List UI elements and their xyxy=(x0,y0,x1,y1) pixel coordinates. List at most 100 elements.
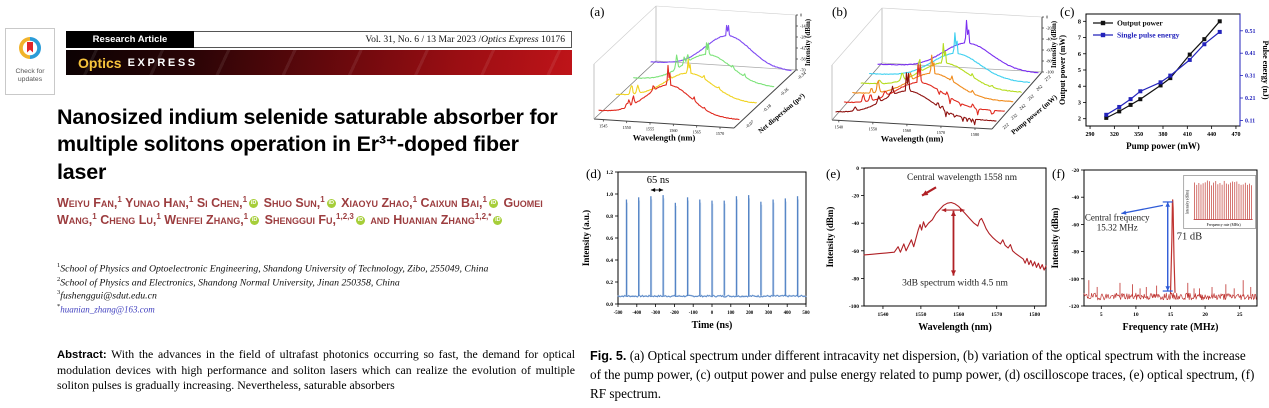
svg-text:1550: 1550 xyxy=(869,126,877,131)
author: Shenggui Fu,1,2,3 iD xyxy=(264,211,365,228)
svg-text:4: 4 xyxy=(1078,83,1081,90)
crossmark-icon xyxy=(19,37,41,59)
y-axis-right-label: Pulse energy (nJ) xyxy=(1261,40,1269,99)
svg-text:252: 252 xyxy=(1027,93,1035,101)
panel-label: (b) xyxy=(832,4,847,19)
svg-text:222: 222 xyxy=(1001,122,1009,130)
svg-text:0.11: 0.11 xyxy=(1245,118,1255,124)
svg-text:440: 440 xyxy=(1207,132,1216,138)
brand-optics: Optics xyxy=(78,54,122,71)
brand-express: EXPRESS xyxy=(127,56,198,69)
email-link[interactable]: *huanian_zhang@163.com xyxy=(57,302,155,315)
author: Cheng Lu,1 xyxy=(100,211,161,228)
author: Xiaoyu Zhao,1 xyxy=(341,195,418,211)
author-list: Weiyu Fan,1 Yunao Han,1 Si Chen,1 iD Shuo… xyxy=(57,195,575,229)
svg-text:1570: 1570 xyxy=(937,130,945,135)
panel-label: (a) xyxy=(590,4,604,19)
svg-text:470: 470 xyxy=(1231,132,1240,138)
svg-text:1540: 1540 xyxy=(877,312,888,318)
svg-text:1580: 1580 xyxy=(971,132,979,137)
figure5-panel-c: (c) 290 320 350 380 410 440 470 2 3 4 5 6 7 8 0.11 0.21 0… xyxy=(1058,4,1269,151)
orcid-icon[interactable]: iD xyxy=(250,216,260,226)
svg-text:3: 3 xyxy=(1078,99,1081,106)
svg-text:2: 2 xyxy=(1078,116,1081,123)
orcid-icon[interactable]: iD xyxy=(326,199,336,209)
panel-label: (d) xyxy=(586,166,601,181)
snr-annotation: 71 dB xyxy=(1177,231,1202,242)
svg-text:1550: 1550 xyxy=(915,312,926,318)
svg-text:5: 5 xyxy=(1078,67,1081,74)
svg-text:272: 272 xyxy=(1043,74,1051,82)
svg-text:7: 7 xyxy=(1078,35,1081,42)
svg-text:-0.26: -0.26 xyxy=(779,86,790,96)
svg-text:-200: -200 xyxy=(670,311,679,316)
volume-prefix: Vol. 31, No. 6 / 13 Mar 2023 / xyxy=(365,34,482,45)
svg-text:0.41: 0.41 xyxy=(1245,51,1256,57)
author: Wenfei Zhang,1 iD xyxy=(164,211,260,228)
figure5-panel-f: (f) 5 10 15 20 25 -20 -40 -60 -80 -100 -120 Frequenc… xyxy=(1050,166,1258,333)
svg-text:-120: -120 xyxy=(1069,304,1079,310)
svg-text:0: 0 xyxy=(800,13,802,18)
central-wavelength-annotation: Central wavelength 1558 nm xyxy=(907,173,1018,183)
svg-text:-60: -60 xyxy=(1046,48,1052,53)
svg-text:1580: 1580 xyxy=(1029,312,1040,318)
author: Yunao Han,1 xyxy=(125,195,194,211)
x-axis-label: Time (ns) xyxy=(692,320,733,331)
affiliation[interactable]: 3fushenggui@sdut.edu.cn xyxy=(57,289,157,302)
figure5-caption: Fig. 5. (a) Optical spectrum under diffe… xyxy=(590,347,1258,404)
svg-text:1555: 1555 xyxy=(646,127,654,132)
journal-name: Optics Express xyxy=(481,34,539,45)
y-axis-left-label: Output power (mW) xyxy=(1058,35,1067,105)
author: Guomei Wang,1 xyxy=(57,196,543,228)
svg-text:-70: -70 xyxy=(800,68,806,73)
svg-text:-60: -60 xyxy=(1072,222,1080,228)
svg-text:-40: -40 xyxy=(1072,195,1080,201)
depth-axis-label: Pump power (mW) xyxy=(1010,93,1058,136)
svg-text:0.51: 0.51 xyxy=(1245,29,1256,35)
check-for-updates-badge[interactable]: Check for updates xyxy=(5,28,55,95)
svg-text:0.31: 0.31 xyxy=(1245,74,1256,80)
period-annotation: 65 ns xyxy=(647,175,669,186)
svg-text:-0.34: -0.34 xyxy=(796,70,807,80)
x-axis-label: Frequency rate (MHz) xyxy=(1123,322,1219,333)
orcid-icon[interactable]: iD xyxy=(249,199,259,209)
panel-label: (e) xyxy=(826,166,840,181)
svg-text:1560: 1560 xyxy=(903,128,911,133)
orcid-icon[interactable]: iD xyxy=(493,216,503,226)
svg-text:15: 15 xyxy=(1168,312,1174,318)
inset-y-label: Intensity (dBm) xyxy=(1186,189,1190,214)
svg-text:232: 232 xyxy=(1010,112,1018,120)
svg-text:5: 5 xyxy=(1100,312,1103,318)
svg-text:1545: 1545 xyxy=(599,124,607,129)
svg-text:1560: 1560 xyxy=(669,128,677,133)
svg-text:-42: -42 xyxy=(800,46,806,51)
abstract: Abstract: With the advances in the field… xyxy=(57,347,575,393)
panel-label: (f) xyxy=(1052,166,1065,181)
svg-text:-500: -500 xyxy=(614,311,623,316)
svg-text:0.21: 0.21 xyxy=(1245,96,1256,102)
panel-label: (c) xyxy=(1060,4,1074,19)
svg-text:300: 300 xyxy=(765,311,773,316)
svg-text:-0.18: -0.18 xyxy=(762,103,773,113)
inset-x-label: Frequency rate (MHz) xyxy=(1207,223,1242,227)
svg-text:320: 320 xyxy=(1110,132,1119,138)
x-axis-label: Wavelength (nm) xyxy=(918,322,992,333)
svg-text:8: 8 xyxy=(1078,18,1081,25)
svg-text:1540: 1540 xyxy=(835,124,843,129)
svg-text:-28: -28 xyxy=(800,35,806,40)
orcid-icon[interactable]: iD xyxy=(355,216,365,226)
optics-express-banner: Optics EXPRESS xyxy=(66,50,572,75)
figure5-panel-a: (a) 0 -14 -28 -42 -56 -70 Intensity (dBm) 1545 15… xyxy=(590,4,812,143)
author: Caixun Bai,1 iD xyxy=(420,195,498,211)
svg-text:400: 400 xyxy=(784,311,792,316)
volume-info: Vol. 31, No. 6 / 13 Mar 2023 / Optics Ex… xyxy=(194,31,572,48)
svg-text:410: 410 xyxy=(1183,132,1192,138)
svg-text:-0.07: -0.07 xyxy=(744,119,755,129)
journal-header: Research Article Vol. 31, No. 6 / 13 Mar… xyxy=(66,31,572,48)
orcid-icon[interactable]: iD xyxy=(489,199,498,209)
svg-text:-40: -40 xyxy=(852,221,860,227)
paper-title: Nanosized indium selenide saturable abso… xyxy=(57,105,558,184)
svg-text:-60: -60 xyxy=(852,249,860,255)
caption-text: (a) Optical spectrum under different int… xyxy=(590,348,1255,401)
affiliation: 2School of Physics and Electronics, Shan… xyxy=(57,275,400,288)
